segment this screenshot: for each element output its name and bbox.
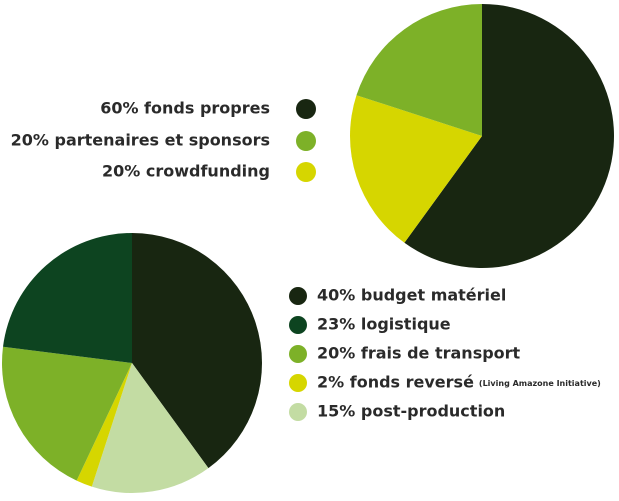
legend-swatch [289, 403, 307, 421]
slice-value-label-2-fonds-reverse: 2% [21, 462, 46, 486]
pie-chart-budget-allocation: 40%15%2%20%23% [2, 233, 262, 493]
pie-slice-2-fonds-reverse [76, 363, 132, 487]
pie-slice-20-partenaires-et-sponsors [356, 4, 482, 136]
legend-funding-sources: 60% fonds propres 20% partenaires et spon… [11, 99, 316, 182]
legend-item-40-budget-materiel: 40% budget matériel [289, 286, 506, 305]
pie-slice-60-fonds-propres [404, 4, 615, 268]
legend-label: 15% post-production [317, 402, 505, 421]
legend-swatch [296, 99, 316, 119]
pie-slice-15-post-production [91, 363, 209, 493]
legend-label: 40% budget matériel [317, 286, 506, 305]
legend-swatch [296, 162, 316, 182]
legend-item-20-partenaires-et-sponsors: 20% partenaires et sponsors [11, 131, 316, 151]
pie-chart-funding-sources: 60%20%20% [350, 4, 615, 268]
legend-item-23-logistique: 23% logistique [289, 315, 451, 334]
legend-item-60-fonds-propres: 60% fonds propres [100, 99, 316, 119]
pie-slice-23-logistique [3, 233, 133, 363]
legend-swatch [289, 316, 307, 334]
legend-label: 20% partenaires et sponsors [11, 131, 270, 150]
pie-slice-20-crowdfunding [350, 95, 482, 243]
pie-slice-40-budget-materiel [132, 233, 262, 469]
legend-swatch [289, 345, 307, 363]
legend-label: 60% fonds propres [100, 99, 270, 118]
legend-swatch [289, 374, 307, 392]
legend-label: 20% crowdfunding [102, 162, 270, 181]
legend-note: (Living Amazone Initiative) [479, 379, 601, 388]
legend-label: 2% fonds reversé [317, 373, 474, 392]
legend-swatch [289, 287, 307, 305]
legend-item-2-fonds-reverse: 2% fonds reversé (Living Amazone Initiati… [289, 373, 601, 392]
legend-label: 20% frais de transport [317, 344, 521, 363]
legend-budget-allocation: 40% budget matériel 23% logistique 20% fra… [289, 286, 601, 421]
legend-label: 23% logistique [317, 315, 451, 334]
legend-item-15-post-production: 15% post-production [289, 402, 505, 421]
legend-item-20-frais-de-transport: 20% frais de transport [289, 344, 521, 363]
pie-slice-20-frais-de-transport [2, 346, 133, 481]
legend-swatch [296, 131, 316, 151]
legend-item-20-crowdfunding: 20% crowdfunding [102, 162, 316, 182]
